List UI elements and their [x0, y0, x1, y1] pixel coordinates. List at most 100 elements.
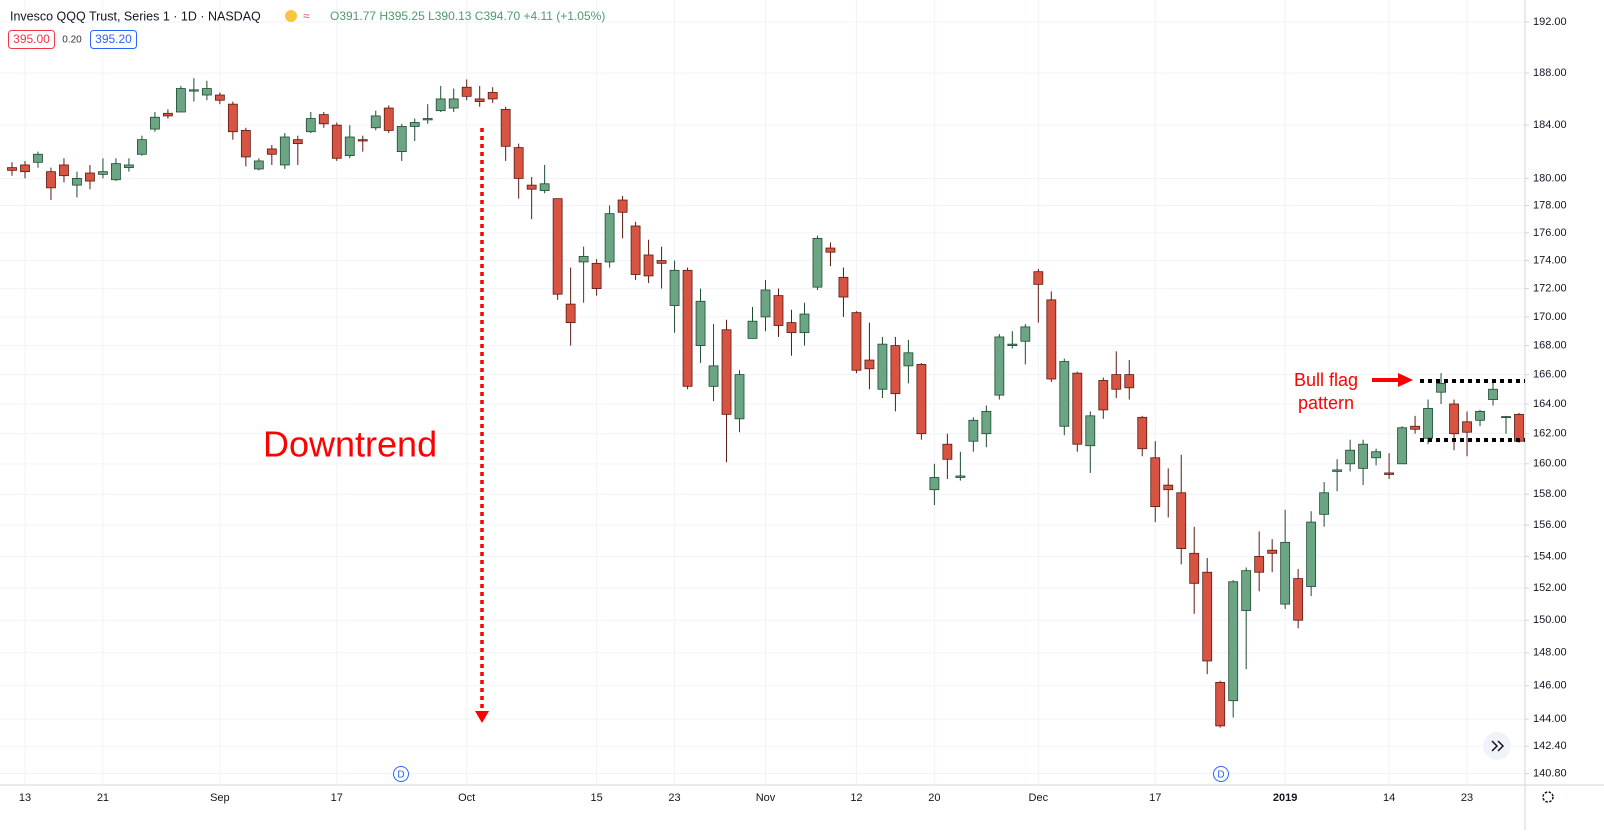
annotation: Bull flag — [1294, 370, 1358, 390]
candle-body — [1046, 299, 1057, 380]
candle-body — [201, 88, 212, 96]
candle-body — [799, 313, 810, 334]
event-marker[interactable] — [1213, 766, 1229, 782]
candle-body — [864, 359, 875, 370]
x-tick-label: 12 — [850, 792, 862, 804]
candle-body — [578, 255, 589, 263]
candle-body — [1033, 271, 1044, 285]
candle-body — [292, 139, 303, 145]
candle-body — [20, 164, 30, 173]
candle-body — [890, 345, 901, 395]
candle-body — [1345, 449, 1356, 465]
x-tick-label: 13 — [19, 792, 31, 804]
candle-body — [150, 116, 160, 130]
y-tick-label: 180.00 — [1533, 172, 1567, 184]
y-tick-label: 170.00 — [1533, 311, 1567, 323]
x-tick-label: 21 — [97, 792, 109, 804]
candle-body — [955, 475, 966, 478]
candle-body — [266, 148, 277, 155]
candle-body — [344, 136, 355, 157]
candle-body — [1371, 451, 1381, 459]
candle-body — [111, 163, 121, 181]
candle-body — [617, 199, 628, 213]
candle-body — [1098, 380, 1109, 411]
candle-body — [253, 160, 264, 170]
candle-body — [1085, 415, 1096, 447]
candles — [7, 78, 1524, 728]
y-tick-label: 160.00 — [1533, 458, 1567, 470]
candle-body — [72, 177, 82, 186]
candle-body — [539, 183, 550, 191]
annotation: Downtrend — [263, 424, 437, 465]
candle-body — [318, 114, 329, 125]
y-tick-label: 154.00 — [1533, 550, 1567, 562]
candle-body — [682, 269, 693, 387]
buy-price[interactable]: 395.20 — [95, 32, 132, 46]
spread: 0.20 — [62, 35, 82, 46]
settings-icon[interactable] — [1542, 791, 1554, 803]
candle-body — [1358, 443, 1369, 469]
x-tick-label: Nov — [756, 792, 776, 804]
candle-body — [1020, 326, 1031, 342]
event-label[interactable]: D — [397, 770, 404, 781]
x-tick-label: 17 — [331, 792, 343, 804]
candle-body — [773, 295, 784, 326]
x-tick-label: Oct — [458, 792, 475, 804]
x-tick-label: 15 — [590, 792, 602, 804]
candle-body — [7, 167, 17, 171]
candle-body — [994, 336, 1005, 396]
candle-body — [1423, 408, 1433, 439]
candle-body — [214, 94, 225, 101]
candle-body — [33, 153, 43, 163]
candle-body — [435, 98, 446, 112]
candle-body — [98, 171, 108, 175]
y-tick-label: 172.00 — [1533, 282, 1567, 294]
event-marker[interactable] — [393, 766, 409, 782]
candle-body — [500, 108, 511, 147]
candle-body — [240, 130, 251, 158]
candle-body — [383, 107, 394, 131]
event-label[interactable]: D — [1217, 770, 1224, 781]
y-tick-label: 140.80 — [1533, 768, 1567, 780]
candle-body — [1163, 484, 1174, 491]
candle-body — [461, 86, 472, 97]
candle-body — [474, 98, 485, 102]
sell-box[interactable] — [8, 30, 55, 49]
candle-body — [1384, 472, 1394, 475]
x-tick-label: Dec — [1029, 792, 1049, 804]
candle-body — [227, 103, 238, 133]
candle-body — [695, 300, 706, 346]
scroll-icon[interactable] — [1491, 740, 1505, 752]
candle-body — [124, 164, 134, 169]
candle-body — [708, 365, 719, 387]
candle-body — [747, 320, 758, 339]
candle-body — [1150, 457, 1161, 508]
sell-price[interactable]: 395.00 — [13, 32, 50, 46]
candle-body — [1267, 549, 1278, 554]
candle-body — [279, 136, 290, 166]
y-tick-label: 192.00 — [1533, 16, 1567, 28]
candle-body — [552, 198, 563, 295]
x-tick-label: Sep — [210, 792, 230, 804]
candle-body — [1514, 413, 1524, 442]
buy-box[interactable] — [90, 30, 137, 49]
candle-body — [760, 289, 771, 318]
grid — [0, 0, 1525, 785]
candle-body — [331, 124, 342, 159]
candle-body — [513, 147, 524, 179]
candle-body — [825, 247, 836, 253]
candle-body — [1332, 469, 1343, 472]
candle-body — [1124, 374, 1135, 389]
candle-body — [59, 164, 69, 177]
y-tick-label: 174.00 — [1533, 254, 1567, 266]
y-tick-label: 156.00 — [1533, 519, 1567, 531]
candle-body — [1254, 556, 1265, 573]
candle-body — [1280, 541, 1291, 605]
y-tick-label: 176.00 — [1533, 227, 1567, 239]
candle-body — [604, 213, 615, 263]
candle-body — [487, 92, 498, 100]
candle-body — [1007, 343, 1018, 346]
